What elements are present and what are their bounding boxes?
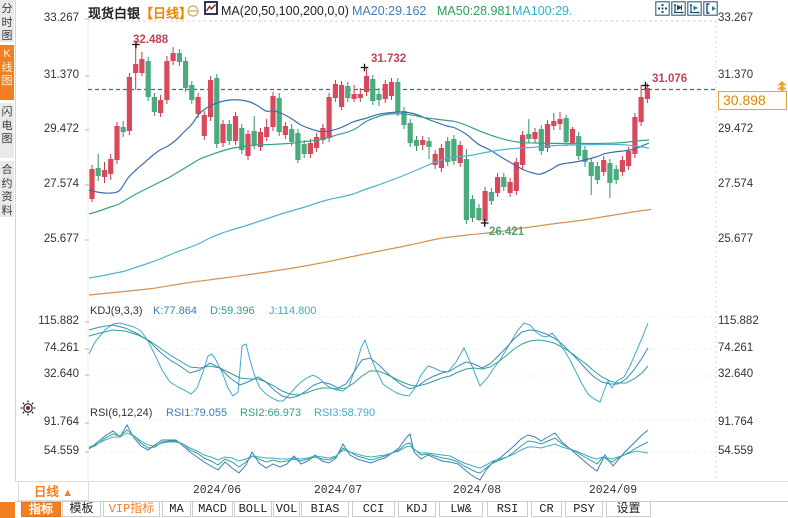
svg-text:31.732: 31.732: [371, 53, 406, 65]
svg-text:26.421: 26.421: [489, 226, 525, 238]
svg-text:31.076: 31.076: [652, 73, 687, 85]
svg-text:32.488: 32.488: [133, 34, 169, 46]
